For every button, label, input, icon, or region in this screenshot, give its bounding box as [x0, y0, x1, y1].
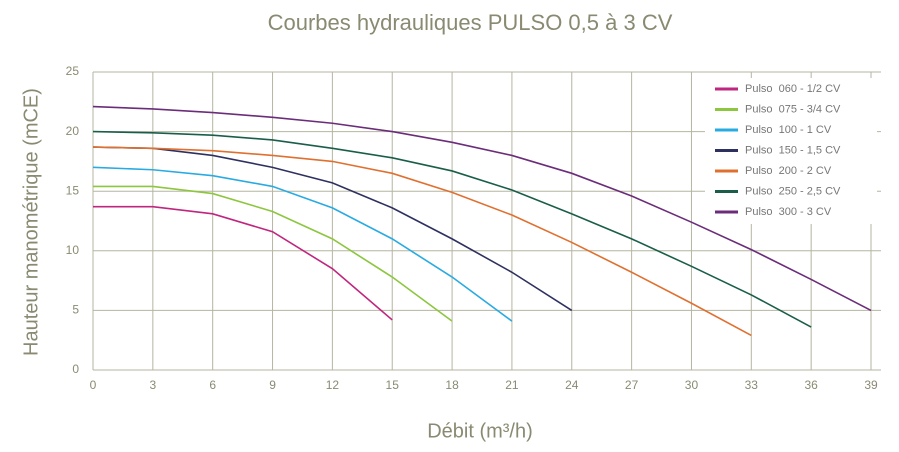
chart-title: Courbes hydrauliques PULSO 0,5 à 3 CV [268, 10, 673, 35]
legend-label: Pulso 060 - 1/2 CV [745, 83, 841, 95]
x-tick-label: 18 [445, 378, 459, 392]
legend-label: Pulso 250 - 2,5 CV [745, 185, 841, 197]
lines [92, 105, 872, 337]
x-tick-label: 21 [505, 378, 519, 392]
x-tick-label: 24 [565, 378, 579, 392]
series-line [92, 146, 573, 312]
y-tick-label: 5 [72, 303, 79, 317]
y-tick-label: 15 [66, 183, 80, 197]
y-tick-label: 25 [66, 64, 80, 78]
legend-label: Pulso 075 - 3/4 CV [745, 103, 841, 115]
x-tick-label: 6 [209, 378, 216, 392]
x-tick-label: 3 [150, 378, 157, 392]
series-line [93, 185, 453, 322]
x-tick-label: 27 [625, 378, 639, 392]
x-axis-label: Débit (m³/h) [427, 420, 533, 442]
y-tick-label: 0 [72, 362, 79, 376]
x-tick-label: 39 [864, 378, 878, 392]
series-line [92, 105, 872, 312]
legend-label: Pulso 200 - 2 CV [745, 165, 832, 177]
x-tick-label: 33 [745, 378, 759, 392]
x-tick-label: 30 [685, 378, 699, 392]
series-line [92, 166, 513, 322]
legend-label: Pulso 100 - 1 CV [745, 124, 832, 136]
x-tick-label: 9 [269, 378, 276, 392]
y-axis-label: Hauteur manométrique (mCE) [20, 88, 42, 356]
x-tick-label: 36 [804, 378, 818, 392]
x-tick-label: 12 [326, 378, 340, 392]
series-line [92, 146, 752, 337]
legend: Pulso 060 - 1/2 CV Pulso 075 - 3/4 CV Puls… [715, 83, 841, 218]
series-line [93, 205, 393, 321]
legend-label: Pulso 150 - 1,5 CV [745, 144, 841, 156]
legend-label: Pulso 300 - 3 CV [745, 206, 832, 218]
series-line [92, 130, 812, 328]
x-tick-label: 15 [386, 378, 400, 392]
x-tick-label: 0 [90, 378, 97, 392]
y-tick-label: 10 [66, 243, 80, 257]
y-tick-label: 20 [66, 124, 80, 138]
